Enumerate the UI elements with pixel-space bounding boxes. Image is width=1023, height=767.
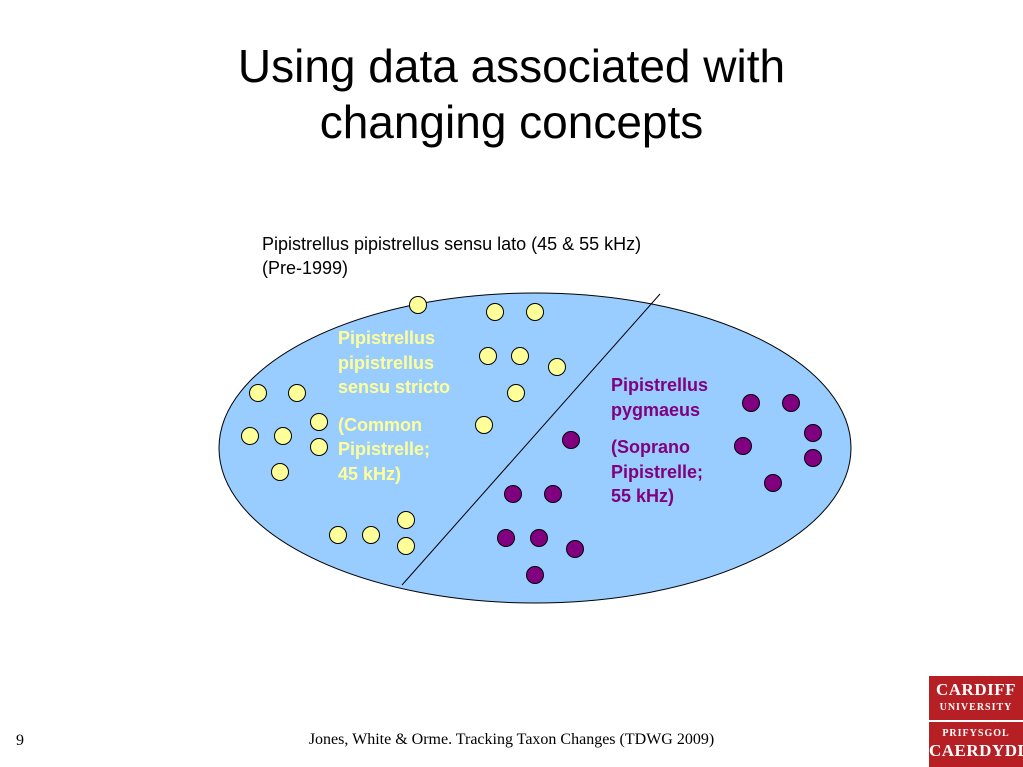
soprano-pipistrelle-dot: [734, 437, 752, 455]
common-pipistrelle-dots: [241, 296, 566, 555]
soprano-pipistrelle-dot: [764, 474, 782, 492]
common-pipistrelle-dot: [249, 384, 267, 402]
concept-split-line: [401, 293, 661, 586]
soprano-vernacular-line-3: 55 kHz): [611, 486, 675, 506]
cardiff-university-logo: CARDIFF UNIVERSITY PRIFYSGOL CAERDYDD: [929, 676, 1023, 767]
common-pipistrelle-dot: [475, 416, 493, 434]
soprano-pipistrelle-dot: [804, 449, 822, 467]
slide-number: 9: [16, 732, 24, 749]
soprano-pipistrelle-dot: [530, 529, 548, 547]
common-pipistrelle-dot: [526, 303, 544, 321]
soprano-pipistrelle-label: Pipistrellus pygmaeus (Soprano Pipistrel…: [611, 373, 708, 509]
common-vernacular-line-3: 45 kHz): [338, 463, 402, 484]
title-line-1: Using data associated with: [237, 40, 786, 92]
sensu-lato-label-line-2: (Pre-1999): [262, 258, 349, 278]
logo-english-block: CARDIFF UNIVERSITY: [929, 676, 1023, 720]
common-name-line-1: Pipistrellus: [338, 328, 436, 348]
soprano-pipistrelle-dot: [497, 529, 515, 547]
common-pipistrelle-dot: [479, 347, 497, 365]
soprano-pipistrelle-dot: [562, 431, 580, 449]
soprano-name-line-1: Pipistrellus: [611, 375, 709, 395]
sensu-lato-ellipse: [218, 292, 852, 604]
common-pipistrelle-dot: [310, 413, 328, 431]
soprano-vernacular-line-1: (Soprano: [611, 437, 690, 457]
title-line-2: changing concepts: [319, 96, 704, 148]
soprano-pipistrelle-dot: [544, 485, 562, 503]
common-vernacular-line-2: Pipistrelle;: [338, 439, 431, 459]
soprano-pipistrelle-dot: [742, 394, 760, 412]
common-pipistrelle-dot: [409, 296, 427, 314]
common-pipistrelle-dot: [397, 537, 415, 555]
common-pipistrelle-dot: [241, 427, 259, 445]
common-pipistrelle-dot: [329, 526, 347, 544]
soprano-name-line-2: pygmaeus: [611, 399, 701, 420]
common-pipistrelle-dot: [288, 384, 306, 402]
logo-top-line-2: UNIVERSITY: [939, 702, 1013, 713]
soprano-pipistrelle-dot: [504, 485, 522, 503]
sensu-lato-label-line-1: Pipistrellus pipistrellus sensu lato (45…: [262, 234, 642, 254]
common-pipistrelle-dot: [511, 347, 529, 365]
slide-title: Using data associated with changing conc…: [0, 38, 1023, 150]
soprano-pipistrelle-dot: [526, 566, 544, 584]
sensu-lato-label: Pipistrellus pipistrellus sensu lato (45…: [262, 232, 641, 280]
common-pipistrelle-dot: [271, 463, 289, 481]
soprano-pipistrelle-dot: [804, 424, 822, 442]
logo-bottom-line-2: CAERDYDD: [929, 741, 1023, 760]
logo-top-line-1: CARDIFF: [936, 680, 1016, 699]
logo-bottom-line-1: PRIFYSGOL: [942, 728, 1010, 739]
common-pipistrelle-dot: [548, 358, 566, 376]
soprano-pipistrelle-dot: [782, 394, 800, 412]
common-pipistrelle-dot: [274, 427, 292, 445]
common-pipistrelle-dot: [397, 511, 415, 529]
common-pipistrelle-label: Pipistrellus pipistrellus sensu stricto …: [338, 326, 450, 486]
common-name-line-3: sensu stricto: [338, 377, 451, 397]
soprano-pipistrelle-dots: [497, 394, 822, 584]
common-pipistrelle-dot: [310, 438, 328, 456]
slide-footer: Jones, White & Orme. Tracking Taxon Chan…: [308, 731, 715, 748]
common-pipistrelle-dot: [362, 526, 380, 544]
soprano-pipistrelle-dot: [566, 540, 584, 558]
soprano-vernacular-line-2: Pipistrelle;: [611, 461, 704, 482]
common-pipistrelle-dot: [486, 303, 504, 321]
common-vernacular-line-1: (Common: [338, 414, 422, 435]
common-name-line-2: pipistrellus: [338, 352, 435, 373]
common-pipistrelle-dot: [507, 384, 525, 402]
logo-welsh-block: PRIFYSGOL CAERDYDD: [929, 722, 1023, 767]
